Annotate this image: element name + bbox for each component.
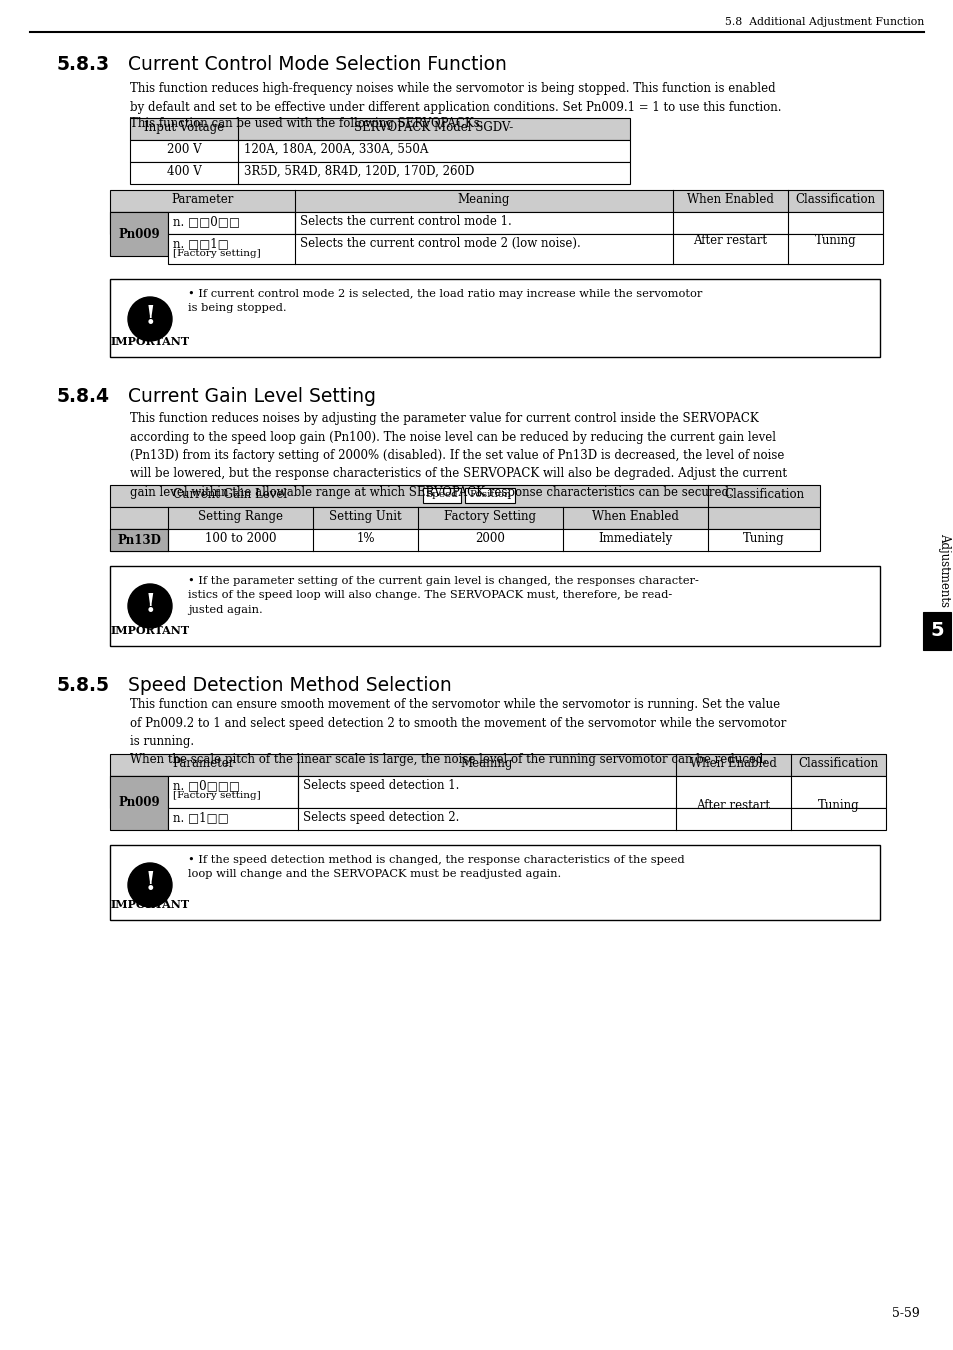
Bar [130,117,629,140]
Bar [110,845,879,919]
Text: [Factory setting]: [Factory setting] [172,791,260,801]
Bar [110,212,168,256]
Text: Immediately: Immediately [598,532,672,545]
Bar [110,776,885,809]
Bar [110,776,168,830]
Text: Pn009: Pn009 [118,228,160,240]
Text: Speed: Speed [425,490,457,500]
Text: 2000: 2000 [475,532,505,545]
Circle shape [128,863,172,907]
Text: IMPORTANT: IMPORTANT [111,899,190,910]
Bar [422,487,460,504]
Text: Speed Detection Method Selection: Speed Detection Method Selection [128,676,452,695]
Text: !: ! [144,871,155,895]
Text: Pn009: Pn009 [118,796,160,810]
Text: 5-59: 5-59 [891,1307,919,1320]
Text: Current Control Mode Selection Function: Current Control Mode Selection Function [128,55,506,74]
Bar [130,162,629,184]
Bar [168,776,297,809]
Text: Setting Range: Setting Range [198,510,283,522]
Text: n. □0□□□: n. □0□□□ [172,779,240,792]
Text: When Enabled: When Enabled [689,757,776,769]
Text: This function can ensure smooth movement of the servomotor while the servomotor : This function can ensure smooth movement… [130,698,785,767]
Bar [110,279,879,356]
Text: Classification: Classification [723,487,803,501]
Text: [Factory setting]: [Factory setting] [172,248,260,258]
Text: Tuning: Tuning [742,532,784,545]
Circle shape [128,585,172,628]
Text: Current Gain Level Setting: Current Gain Level Setting [128,387,375,406]
Text: 120A, 180A, 200A, 330A, 550A: 120A, 180A, 200A, 330A, 550A [244,143,428,157]
Text: When Enabled: When Enabled [686,193,773,207]
Text: Selects speed detection 1.: Selects speed detection 1. [303,779,459,792]
Text: 5.8.3: 5.8.3 [57,55,110,74]
Text: 5.8.5: 5.8.5 [57,676,110,695]
Text: Input Voltage: Input Voltage [144,122,224,134]
Text: Classification: Classification [795,193,875,207]
Text: • If the speed detection method is changed, the response characteristics of the : • If the speed detection method is chang… [188,855,684,879]
Text: Selects the current control mode 1.: Selects the current control mode 1. [299,215,511,228]
Text: Factory Setting: Factory Setting [444,510,536,522]
Text: Position: Position [469,490,511,500]
Bar [110,485,820,508]
Text: Meaning: Meaning [460,757,513,769]
Text: 200 V: 200 V [167,143,201,157]
Text: Selects the current control mode 2 (low noise).: Selects the current control mode 2 (low … [299,238,580,250]
Bar [168,234,882,265]
Text: This function reduces high-frequency noises while the servomotor is being stoppe: This function reduces high-frequency noi… [130,82,781,113]
Text: n. □□1□: n. □□1□ [172,238,229,250]
Text: !: ! [144,305,155,329]
Circle shape [128,297,172,342]
Text: Meaning: Meaning [457,193,510,207]
Bar [130,140,629,162]
Bar [464,487,515,504]
Text: 1%: 1% [355,532,375,545]
Bar [110,529,820,551]
Text: !: ! [144,591,155,617]
Text: Tuning: Tuning [817,799,859,811]
Text: 3R5D, 5R4D, 8R4D, 120D, 170D, 260D: 3R5D, 5R4D, 8R4D, 120D, 170D, 260D [244,165,474,178]
Bar [923,612,950,649]
Bar [110,755,885,776]
Bar [110,566,879,647]
Text: SERVOPACK Model SGDV-: SERVOPACK Model SGDV- [354,122,513,134]
Text: 5.8  Additional Adjustment Function: 5.8 Additional Adjustment Function [724,18,923,27]
Text: • If the parameter setting of the current gain level is changed, the responses c: • If the parameter setting of the curren… [188,576,699,614]
Text: Adjustments: Adjustments [938,533,950,608]
Text: After restart: After restart [693,234,767,247]
Text: 400 V: 400 V [167,165,201,178]
Bar [110,212,882,234]
Text: n. □□0□□: n. □□0□□ [172,215,240,228]
Text: Parameter: Parameter [172,757,235,769]
Text: 5: 5 [929,621,943,640]
Text: Parameter: Parameter [172,193,233,207]
Text: This function reduces noises by adjusting the parameter value for current contro: This function reduces noises by adjustin… [130,412,786,500]
Text: IMPORTANT: IMPORTANT [111,336,190,347]
Text: Current Gain Level: Current Gain Level [172,487,287,501]
Text: After restart: After restart [696,799,770,811]
Text: Tuning: Tuning [814,234,856,247]
Text: Setting Unit: Setting Unit [329,510,401,522]
Bar [110,190,882,212]
Text: 100 to 2000: 100 to 2000 [205,532,276,545]
Text: This function can be used with the following SERVOPACKs.: This function can be used with the follo… [130,117,483,130]
Bar [168,809,885,830]
Text: Pn13D: Pn13D [117,533,161,547]
Bar [168,212,294,234]
Text: Classification: Classification [798,757,878,769]
Text: IMPORTANT: IMPORTANT [111,625,190,636]
Text: When Enabled: When Enabled [592,510,679,522]
Bar [110,529,168,551]
Text: • If current control mode 2 is selected, the load ratio may increase while the s: • If current control mode 2 is selected,… [188,289,701,313]
Text: Selects speed detection 2.: Selects speed detection 2. [303,811,459,824]
Bar [110,508,820,529]
Text: n. □1□□: n. □1□□ [172,811,229,824]
Text: 5.8.4: 5.8.4 [57,387,110,406]
